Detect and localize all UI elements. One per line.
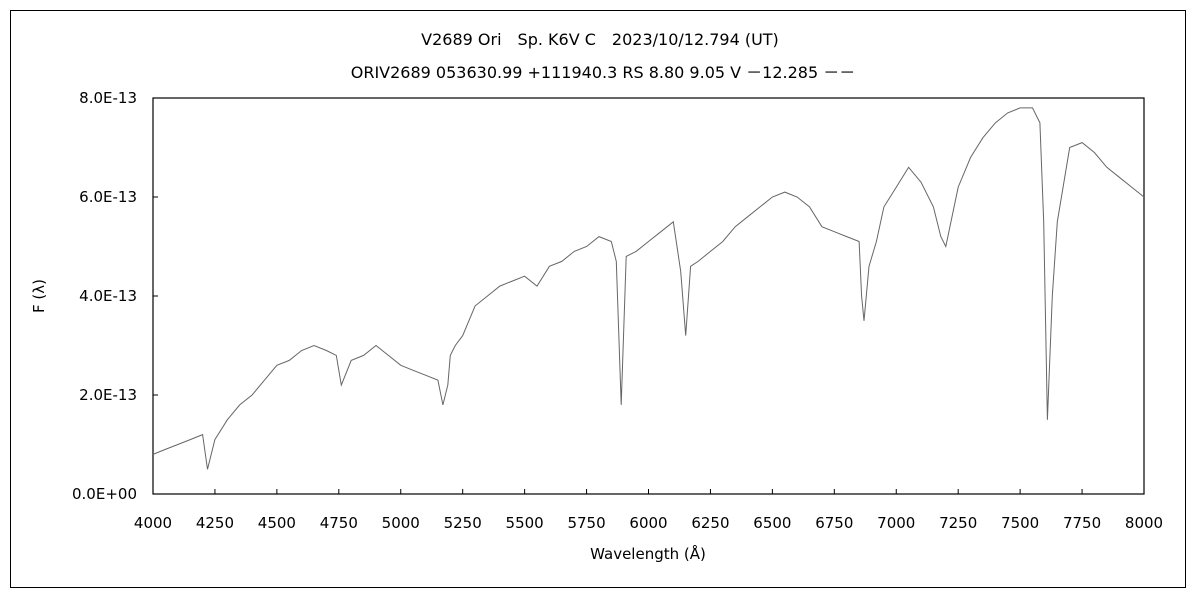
chart-frame (10, 10, 1186, 588)
x-axis: 4000 4250 4500 4750 5000 5250 5500 5750 6000 6250… (134, 489, 1163, 532)
x-tick-label: 5500 (506, 514, 544, 532)
y-axis-label: F (λ) (30, 279, 48, 313)
x-tick-label: 6000 (629, 514, 667, 532)
x-tick-label: 4500 (258, 514, 296, 532)
x-tick-label: 4750 (320, 514, 358, 532)
x-tick-label: 6250 (691, 514, 729, 532)
x-axis-label: Wavelength (Å) (590, 544, 706, 563)
x-tick-label: 8000 (1125, 514, 1163, 532)
y-tick-label: 0.0E+00 (72, 485, 137, 503)
y-tick-label: 2.0E-13 (79, 386, 137, 404)
x-tick-label: 4250 (196, 514, 234, 532)
y-axis: 0.0E+00 2.0E-13 4.0E-13 6.0E-13 8.0E-13 (72, 89, 158, 503)
x-tick-label: 7000 (877, 514, 915, 532)
y-tick-label: 4.0E-13 (79, 287, 137, 305)
y-tick-label: 6.0E-13 (79, 188, 137, 206)
spectrum-line (152, 107, 1145, 470)
chart-title: V2689 Ori Sp. K6V C 2023/10/12.794 (UT) (421, 30, 779, 49)
spectrum-series (152, 107, 1145, 470)
x-tick-label: 5750 (567, 514, 605, 532)
x-tick-label: 6750 (815, 514, 853, 532)
x-tick-label: 7750 (1063, 514, 1101, 532)
x-tick-label: 6500 (753, 514, 791, 532)
chart-subtitle: ORIV2689 053630.99 +111940.3 RS 8.80 9.0… (351, 63, 856, 82)
x-tick-label: 4000 (134, 514, 172, 532)
x-tick-label: 5000 (382, 514, 420, 532)
y-tick-label: 8.0E-13 (79, 89, 137, 107)
plot-area-border (152, 97, 1145, 495)
x-tick-label: 7500 (1001, 514, 1039, 532)
x-tick-label: 7250 (939, 514, 977, 532)
x-tick-label: 5250 (444, 514, 482, 532)
